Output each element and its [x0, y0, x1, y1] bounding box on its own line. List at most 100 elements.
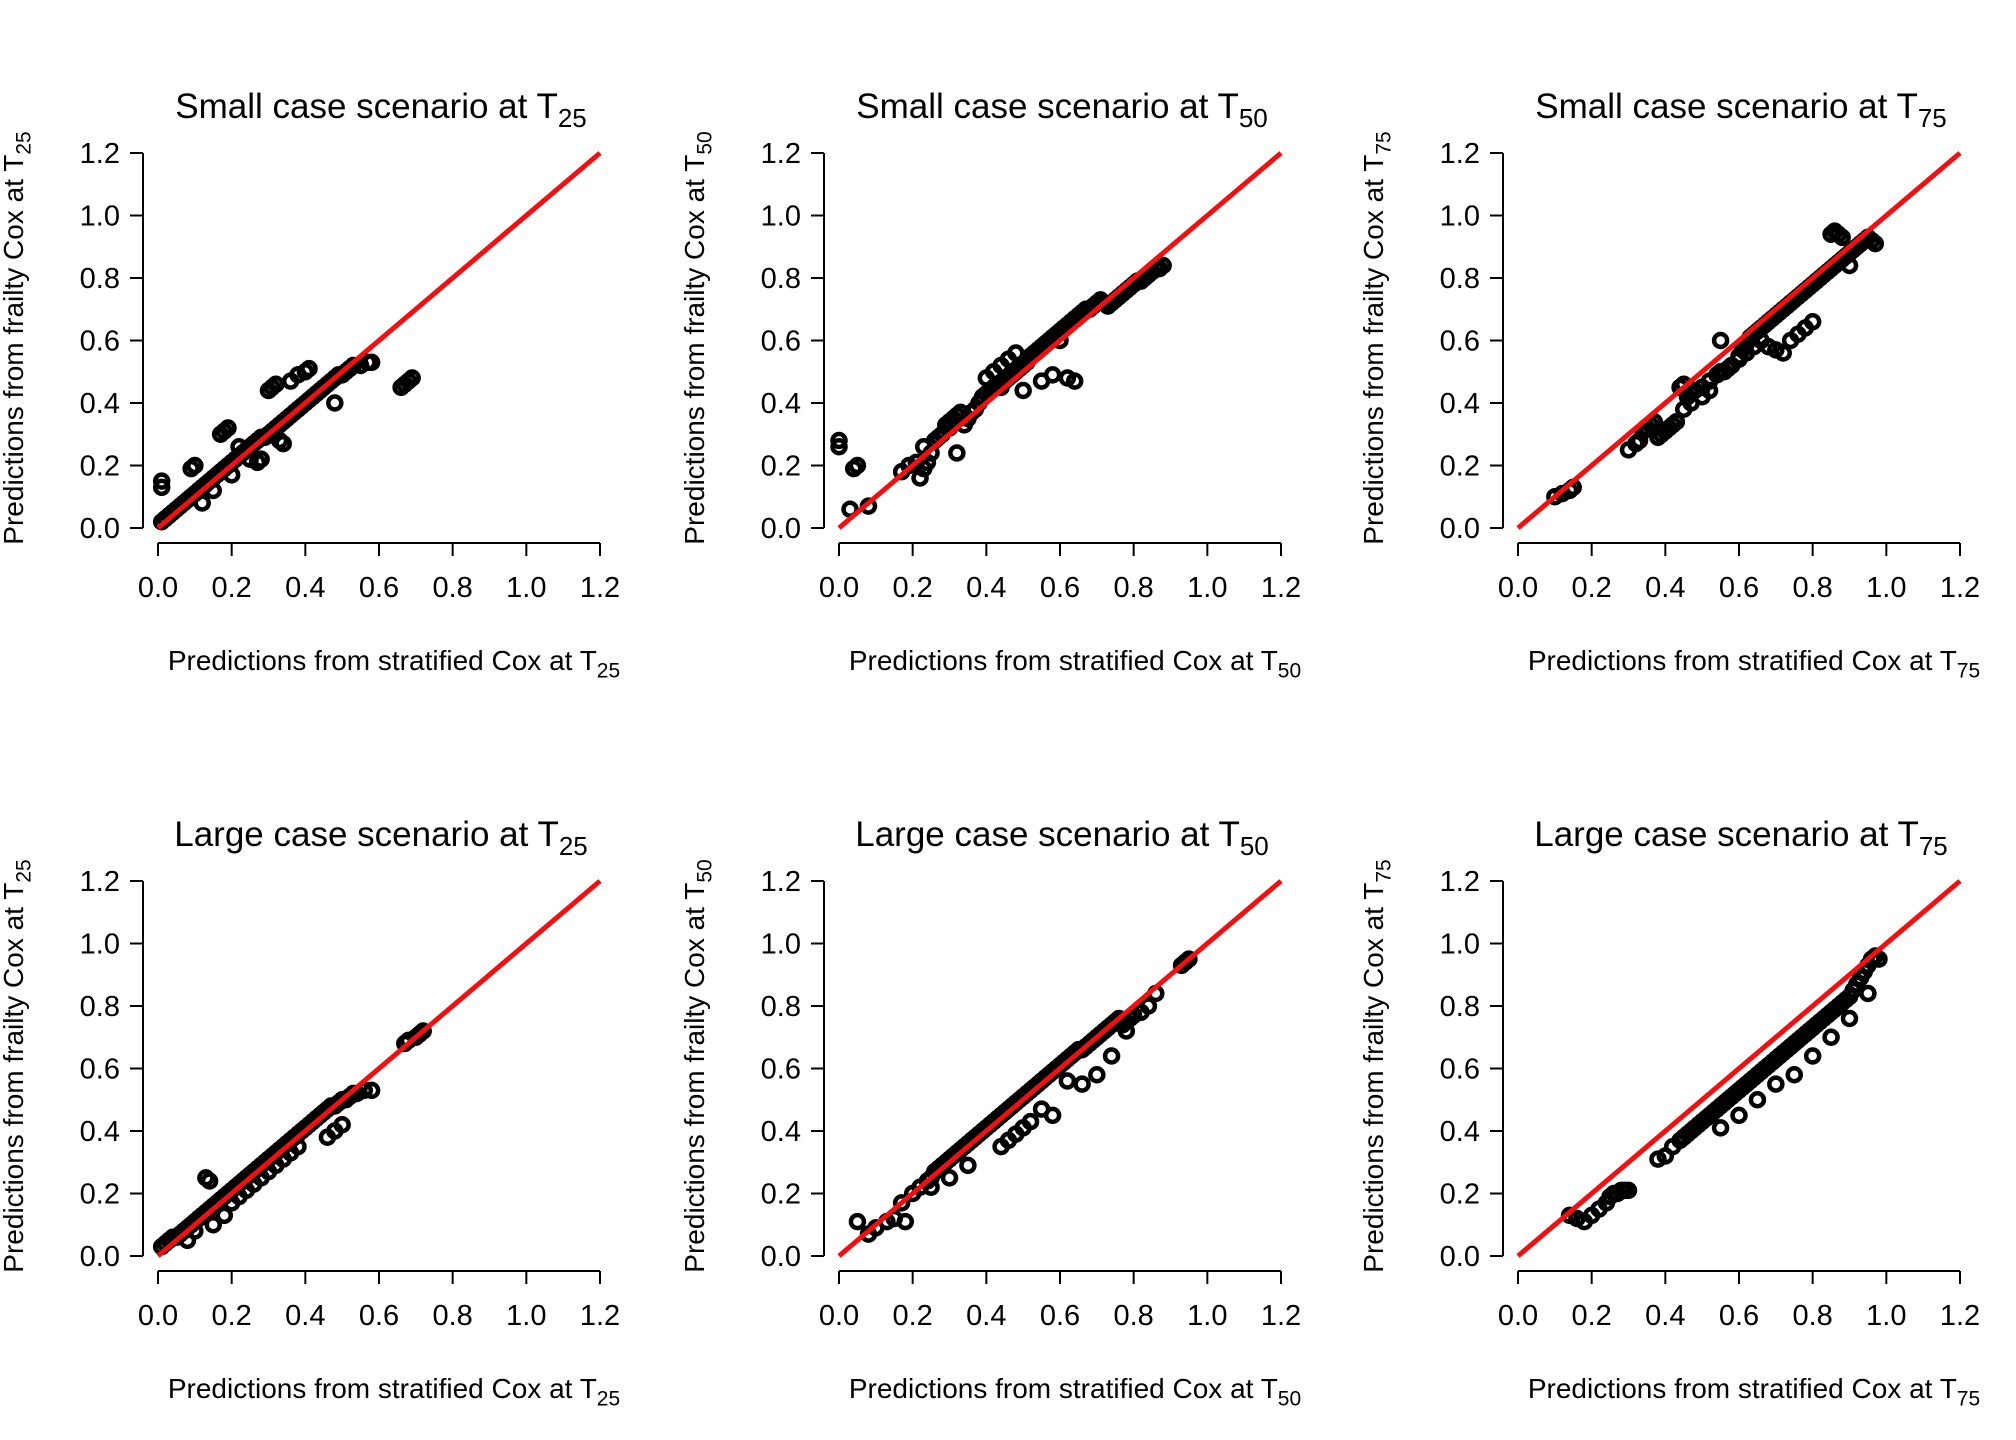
- data-points: [1560, 947, 1888, 1231]
- x-tick-label: 0.6: [1040, 572, 1080, 604]
- x-tick-label: 0.2: [893, 1300, 933, 1332]
- data-point: [1073, 1075, 1091, 1093]
- panel-title-subscript: 75: [1919, 831, 1948, 861]
- x-tick-label: 0.4: [1645, 572, 1685, 604]
- data-point: [274, 434, 292, 453]
- data-points: [152, 353, 421, 531]
- y-tick-label: 0.0: [80, 513, 120, 545]
- x-axis-label-text: Predictions from stratified Cox at T: [849, 645, 1278, 676]
- y-tick-label: 1.2: [761, 138, 801, 170]
- data-point: [1859, 984, 1877, 1003]
- x-axis-label-text: Predictions from stratified Cox at T: [168, 1373, 597, 1404]
- y-tick-label: 0.8: [80, 263, 120, 295]
- data-point: [948, 444, 966, 462]
- x-tick-label: 0.4: [285, 1300, 325, 1332]
- data-point: [1014, 381, 1032, 400]
- data-point: [1058, 1072, 1077, 1090]
- data-point: [896, 1212, 915, 1231]
- data-point: [959, 1156, 977, 1175]
- y-axis-label-text: Predictions from frailty Cox at T: [0, 883, 29, 1273]
- x-tick-label: 0.6: [359, 1300, 399, 1332]
- y-tick-label: 1.2: [1440, 138, 1480, 170]
- data-point: [414, 1022, 432, 1040]
- data-point: [326, 394, 344, 412]
- x-tick-label: 1.0: [506, 1300, 546, 1332]
- data-point: [1065, 372, 1084, 390]
- y-tick-label: 0.2: [1440, 451, 1480, 483]
- data-point: [152, 472, 171, 490]
- y-tick-label: 0.6: [1440, 326, 1480, 358]
- x-tick-label: 0.0: [819, 1300, 859, 1332]
- data-point: [1051, 331, 1069, 350]
- panel-title: Large case scenario at T25: [174, 815, 588, 861]
- data-point: [1840, 256, 1859, 275]
- y-tick-label: 1.0: [1440, 201, 1480, 233]
- data-point: [1803, 1047, 1822, 1065]
- reference-line: [156, 151, 602, 530]
- y-axis-label-text: Predictions from frailty Cox at T: [0, 155, 29, 545]
- y-tick-label: 0.2: [80, 451, 120, 483]
- x-axis-label-subscript: 50: [1278, 659, 1301, 682]
- x-axis-label-subscript: 25: [597, 659, 620, 682]
- x-tick-label: 0.2: [1572, 1300, 1612, 1332]
- data-point: [1117, 1022, 1136, 1040]
- reference-line: [1516, 879, 1962, 1258]
- y-axis-label-subscript: 75: [1372, 131, 1395, 154]
- y-tick-label: 1.0: [80, 201, 120, 233]
- data-point: [1043, 366, 1062, 384]
- data-point: [1803, 313, 1822, 331]
- data-point: [300, 359, 318, 378]
- data-point: [230, 438, 248, 456]
- panel-title-subscript: 50: [1240, 831, 1269, 861]
- panel-title-subscript: 25: [558, 103, 587, 133]
- y-axis-label-subscript: 50: [693, 131, 716, 154]
- data-point: [1711, 1119, 1730, 1137]
- y-tick-label: 0.4: [761, 388, 801, 420]
- x-tick-label: 0.0: [138, 1300, 178, 1332]
- reference-line: [156, 879, 602, 1258]
- x-tick-label: 1.2: [580, 1300, 620, 1332]
- data-point: [1711, 331, 1730, 350]
- data-point: [1619, 1181, 1638, 1200]
- x-tick-label: 1.2: [1261, 572, 1301, 604]
- data-point: [215, 1206, 234, 1225]
- x-tick-label: 0.8: [433, 1300, 473, 1332]
- y-tick-label: 0.8: [761, 991, 801, 1023]
- x-tick-label: 1.0: [1187, 572, 1227, 604]
- x-tick-label: 0.6: [359, 572, 399, 604]
- y-tick-label: 1.0: [80, 929, 120, 961]
- y-axis-label: Predictions from frailty Cox at T50: [679, 131, 716, 544]
- reference-line: [1516, 151, 1962, 530]
- reference-line: [837, 151, 1283, 530]
- data-point: [940, 1169, 959, 1187]
- x-axis-label-subscript: 50: [1278, 1387, 1301, 1410]
- data-point: [204, 1216, 222, 1234]
- data-point: [1767, 1075, 1785, 1093]
- x-tick-label: 0.2: [893, 572, 933, 604]
- x-axis-label-text: Predictions from stratified Cox at T: [168, 645, 597, 676]
- panel-title-text: Large case scenario at T: [174, 815, 559, 854]
- y-tick-label: 0.6: [80, 326, 120, 358]
- data-point: [1833, 228, 1851, 247]
- x-axis-label: Predictions from stratified Cox at T50: [849, 645, 1301, 682]
- data-point: [1043, 1106, 1062, 1125]
- data-point: [248, 453, 267, 472]
- x-tick-label: 1.0: [1866, 572, 1906, 604]
- panel-title: Small case scenario at T50: [856, 87, 1268, 133]
- y-axis-label-subscript: 75: [1372, 859, 1395, 882]
- panel-title-subscript: 75: [1918, 103, 1947, 133]
- x-axis-label: Predictions from stratified Cox at T50: [849, 1373, 1301, 1410]
- x-tick-label: 1.2: [580, 572, 620, 604]
- y-tick-label: 1.2: [80, 138, 120, 170]
- y-tick-label: 0.2: [80, 1179, 120, 1211]
- y-axis-label-subscript: 50: [693, 859, 716, 882]
- y-tick-label: 0.2: [761, 451, 801, 483]
- y-tick-label: 0.4: [1440, 388, 1480, 420]
- y-axis-label: Predictions from frailty Cox at T75: [1358, 131, 1395, 544]
- x-tick-label: 0.6: [1719, 572, 1759, 604]
- x-tick-label: 0.4: [966, 1300, 1006, 1332]
- x-tick-label: 1.0: [1866, 1300, 1906, 1332]
